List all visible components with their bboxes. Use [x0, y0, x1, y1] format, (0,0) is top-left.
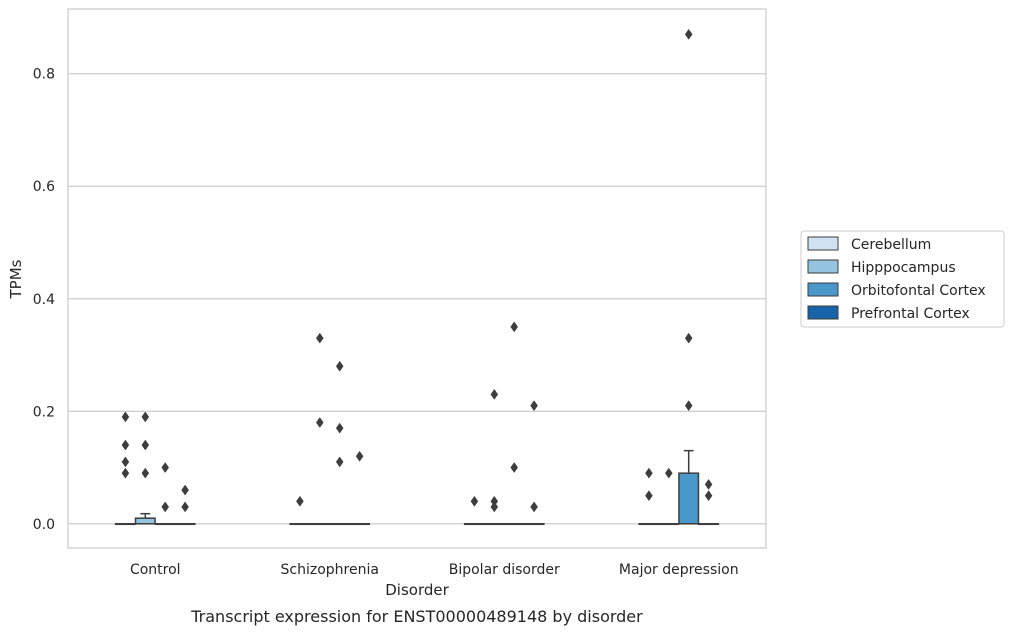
outlier-point: [315, 332, 324, 344]
legend-swatch: [807, 305, 839, 320]
outlier-point: [121, 456, 130, 468]
box: [329, 523, 351, 526]
box: [483, 523, 505, 526]
box: [658, 523, 680, 526]
outlier-point: [296, 495, 304, 507]
box: [638, 523, 660, 526]
outlier-point: [510, 321, 519, 333]
box: [309, 523, 331, 526]
y-axis-label: TPMs: [7, 259, 25, 299]
legend-frame: [800, 230, 1005, 328]
box: [503, 523, 525, 526]
y-axis-ticks: 0.0 0.2 0.4 0.6 0.8: [33, 67, 55, 533]
outlier-point: [704, 478, 713, 490]
legend: Cerebellum Hipppocampus Orbitofontal Corte…: [800, 230, 1005, 328]
box: [289, 523, 311, 526]
chart-caption: Transcript expression for ENST0000048914…: [190, 607, 643, 626]
box: [114, 523, 136, 526]
outlier-point: [704, 490, 713, 502]
outlier-point: [490, 501, 499, 513]
outlier-points: [121, 28, 713, 513]
x-tick-label: Bipolar disorder: [449, 562, 560, 578]
outlier-point: [470, 495, 479, 507]
outlier-point: [684, 400, 693, 412]
x-tick-label: Schizophrenia: [281, 562, 379, 578]
box: [463, 523, 485, 526]
y-tick-label: 0.8: [33, 67, 55, 83]
y-tick-label: 0.0: [33, 517, 55, 533]
outlier-point: [664, 467, 673, 479]
box: [134, 512, 156, 525]
outlier-point: [141, 467, 150, 479]
outlier-point: [335, 422, 344, 434]
x-axis-label: Disorder: [385, 581, 449, 599]
box: [174, 523, 196, 526]
legend-label: Orbitofontal Cortex: [851, 283, 986, 299]
legend-swatch: [807, 236, 839, 251]
box: [698, 523, 720, 526]
box: [523, 523, 545, 526]
legend-swatch: [807, 282, 839, 297]
outlier-point: [355, 450, 364, 462]
outlier-point: [161, 501, 170, 513]
plot-frame: [67, 8, 767, 549]
outlier-point: [121, 439, 130, 451]
x-axis-ticks: Control Schizophrenia Bipolar disorder Majo…: [130, 562, 739, 578]
box-body: [678, 472, 700, 525]
outlier-point: [121, 467, 130, 479]
outlier-point: [181, 501, 189, 513]
outlier-point: [645, 467, 653, 479]
box: [349, 523, 371, 526]
outlier-point: [510, 462, 519, 473]
y-tick-label: 0.6: [33, 179, 55, 195]
legend-label: Cerebellum: [851, 237, 931, 253]
box-plot-series: [114, 449, 720, 526]
outlier-point: [530, 501, 538, 513]
x-tick-label: Control: [130, 562, 181, 578]
grid-lines: [68, 73, 766, 525]
x-tick-label: Major depression: [619, 562, 739, 578]
outlier-point: [645, 490, 653, 502]
box-body: [134, 517, 156, 525]
outlier-point: [161, 462, 170, 473]
box: [154, 523, 176, 526]
legend-label: Hipppocampus: [851, 260, 956, 276]
y-tick-label: 0.2: [33, 404, 55, 420]
outlier-point: [684, 28, 693, 40]
outlier-point: [335, 456, 344, 468]
outlier-point: [684, 332, 693, 344]
outlier-point: [490, 388, 499, 400]
legend-swatch: [807, 259, 839, 274]
legend-label: Prefrontal Cortex: [851, 306, 970, 322]
outlier-point: [141, 411, 150, 423]
outlier-point: [530, 400, 538, 412]
y-tick-label: 0.4: [33, 292, 55, 308]
outlier-point: [141, 439, 150, 451]
outlier-point: [335, 360, 344, 372]
outlier-point: [181, 484, 189, 496]
box: [678, 449, 700, 525]
outlier-point: [121, 411, 130, 423]
outlier-point: [315, 417, 324, 428]
